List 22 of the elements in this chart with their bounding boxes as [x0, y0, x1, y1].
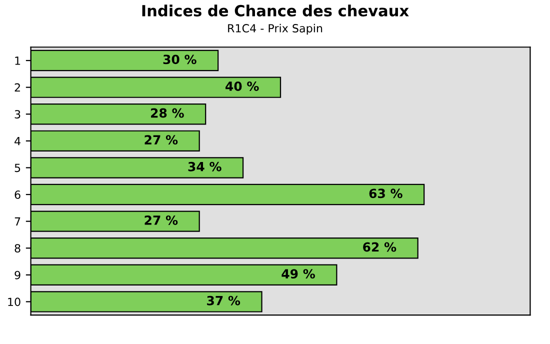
chart-subtitle: R1C4 - Prix Sapin [228, 24, 322, 35]
y-tick-label: 10 [8, 298, 20, 306]
data-label: 30 % [163, 54, 196, 64]
y-tick-label: 2 [14, 83, 20, 92]
y-tick-label: 6 [14, 190, 20, 199]
data-label: 40 % [226, 81, 259, 91]
data-label: 37 % [207, 296, 240, 306]
y-tick-label: 8 [14, 244, 20, 252]
y-tick-label: 1 [15, 56, 20, 65]
y-tick-label: 3 [14, 110, 20, 118]
y-tick-label: 5 [14, 164, 20, 172]
y-tick-label: 4 [14, 137, 20, 146]
data-label: 63 % [369, 188, 402, 198]
y-tick-label: 7 [14, 217, 20, 226]
y-tick-label: 9 [14, 270, 20, 280]
data-label: 49 % [282, 269, 315, 279]
data-label: 34 % [188, 162, 222, 172]
data-label: 27 % [144, 135, 178, 145]
data-label: 27 % [144, 215, 178, 225]
data-label: 62 % [363, 242, 396, 252]
chart-title: Indices de Chance des chevaux [142, 4, 409, 16]
data-label: 28 % [151, 108, 184, 118]
